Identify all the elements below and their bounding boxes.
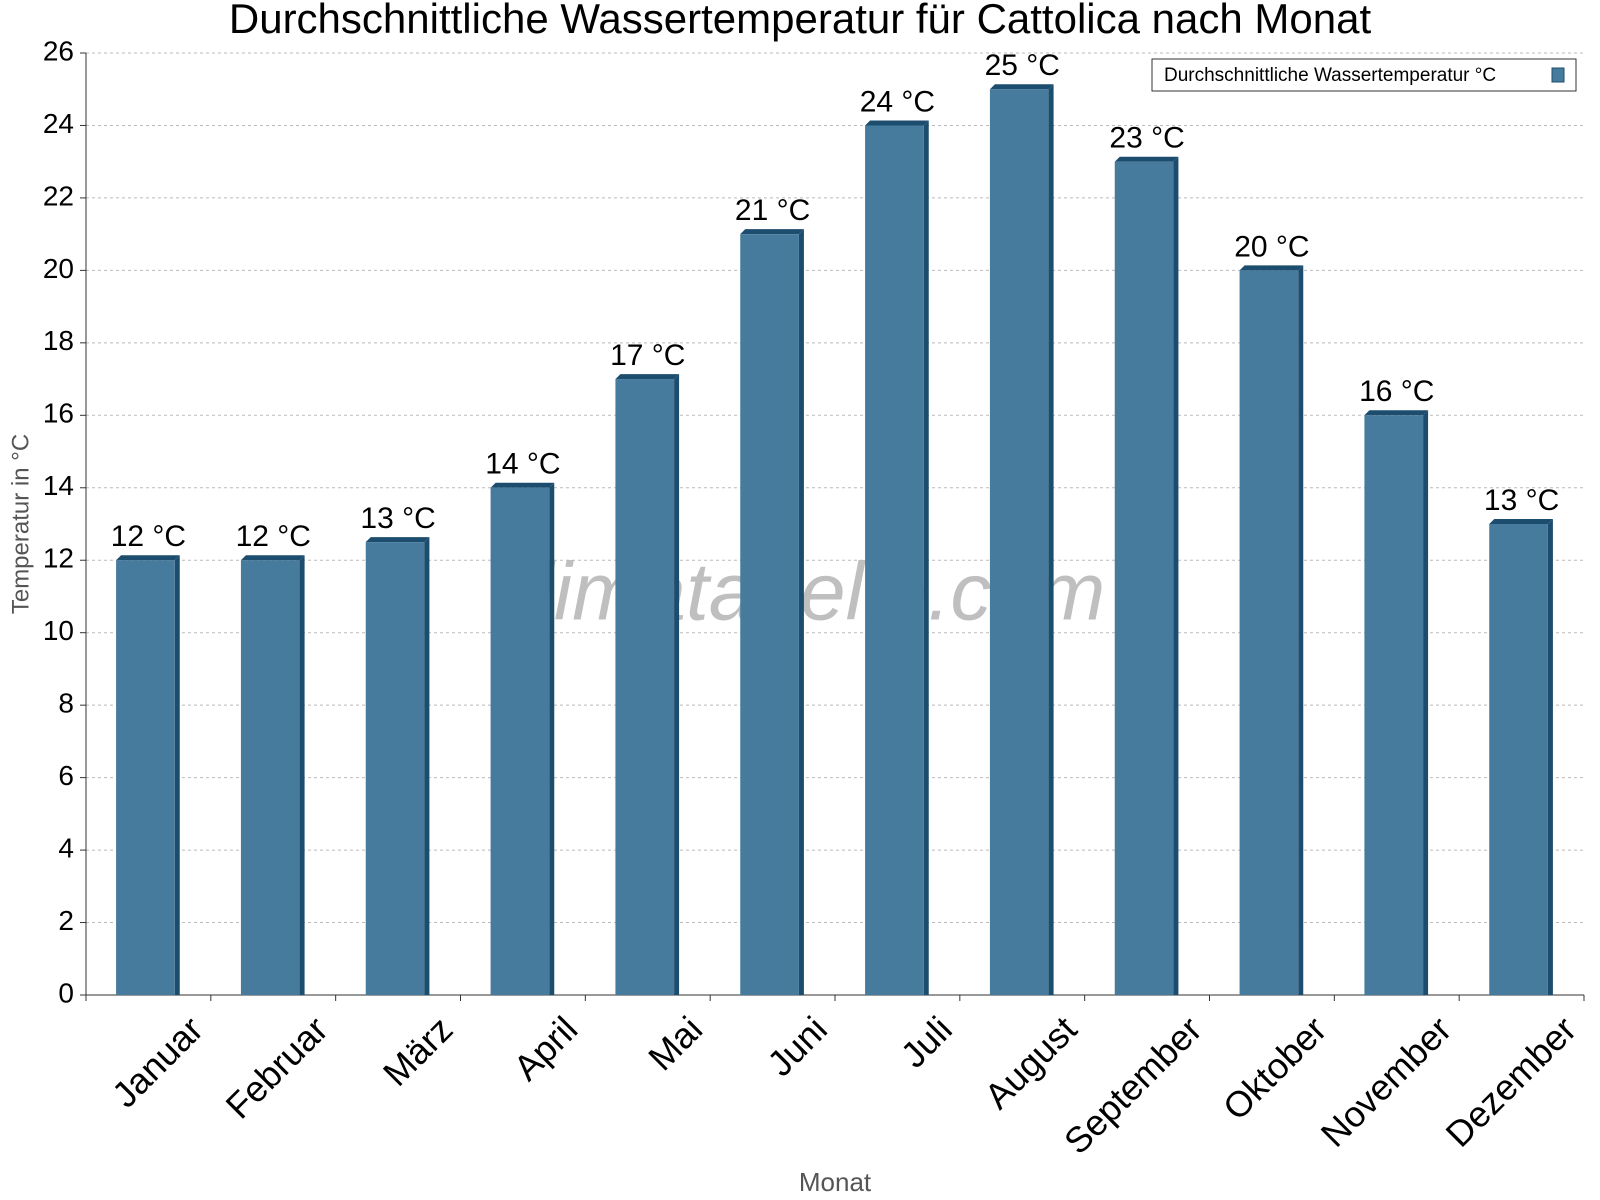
bar-side (1547, 519, 1553, 995)
y-tick-label: 10 (43, 615, 74, 646)
data-label: 12 °C (236, 520, 311, 553)
x-tick-label: Juli (893, 1008, 960, 1075)
bar-side (549, 482, 555, 995)
x-tick-label: Dezember (1438, 1008, 1584, 1154)
legend-box (1151, 58, 1577, 92)
data-label: 21 °C (735, 194, 810, 227)
bar-side (1298, 265, 1304, 995)
bar-side (424, 537, 430, 995)
bar (240, 560, 300, 995)
y-tick-label: 14 (43, 470, 74, 501)
chart-title: Durchschnittliche Wassertemperatur für C… (229, 0, 1372, 42)
data-label: 16 °C (1359, 375, 1434, 408)
x-tick-label: Juni (759, 1008, 835, 1084)
x-axis-label: Monat (799, 1167, 872, 1197)
bar-side (1048, 84, 1054, 995)
bar-top (1364, 410, 1429, 416)
x-tick-label: Januar (104, 1008, 211, 1115)
y-tick-label: 18 (43, 325, 74, 356)
bar (615, 379, 675, 996)
bar (740, 234, 799, 996)
bar-top (365, 537, 430, 543)
bar-top (615, 374, 680, 380)
data-label: 13 °C (1484, 484, 1559, 517)
bar (865, 125, 924, 995)
bar-side (923, 120, 929, 995)
x-tick-label: Mai (640, 1008, 710, 1078)
bar-top (1239, 265, 1304, 271)
bar (1489, 524, 1548, 995)
data-label: 17 °C (610, 339, 685, 372)
x-tick-label: Oktober (1215, 1008, 1335, 1128)
bar-top (989, 84, 1054, 90)
y-tick-label: 24 (43, 108, 74, 139)
x-tick-label: August (976, 1008, 1084, 1116)
y-tick-label: 4 (58, 832, 74, 863)
bar-side (299, 555, 305, 995)
data-label: 14 °C (485, 448, 560, 481)
x-tick-label: März (375, 1008, 461, 1094)
y-tick-label: 6 (58, 760, 74, 791)
bar (490, 487, 550, 995)
x-tick-label: Februar (218, 1008, 336, 1126)
bar-side (798, 229, 804, 996)
y-tick-label: 8 (58, 688, 74, 719)
data-label: 25 °C (985, 49, 1060, 82)
bar-side (1423, 410, 1429, 995)
bar-top (1114, 156, 1179, 162)
bar (116, 560, 175, 995)
y-tick-label: 2 (58, 905, 74, 936)
bar-top (865, 120, 929, 126)
bar-side (174, 555, 180, 995)
y-tick-label: 12 (43, 543, 74, 574)
bar-side (1173, 156, 1179, 995)
bar-top (490, 482, 555, 488)
y-tick-label: 22 (43, 180, 74, 211)
y-tick-label: 26 (43, 35, 74, 66)
bar-top (116, 555, 180, 561)
data-label: 24 °C (860, 85, 935, 118)
data-label: 20 °C (1234, 230, 1309, 263)
bar-top (740, 229, 804, 235)
y-tick-label: 16 (43, 398, 74, 429)
legend-swatch (1551, 67, 1565, 83)
bar (1114, 161, 1174, 995)
y-axis-label: Temperatur in °C (7, 434, 34, 614)
data-label: 13 °C (360, 502, 435, 535)
legend-label: Durchschnittliche Wassertemperatur °C (1164, 65, 1496, 86)
bar (1239, 270, 1299, 995)
x-tick-label: April (505, 1008, 585, 1088)
y-tick-label: 20 (43, 253, 74, 284)
bar (989, 89, 1049, 995)
bar (365, 542, 425, 995)
y-tick-label: 0 (58, 977, 74, 1008)
bar-top (240, 555, 305, 561)
bar (1364, 415, 1424, 995)
data-label: 23 °C (1109, 122, 1184, 155)
bar-top (1489, 519, 1553, 524)
bar-side (674, 374, 680, 996)
data-label: 12 °C (111, 520, 186, 553)
x-tick-label: November (1313, 1008, 1459, 1154)
x-tick-label: September (1056, 1008, 1210, 1162)
